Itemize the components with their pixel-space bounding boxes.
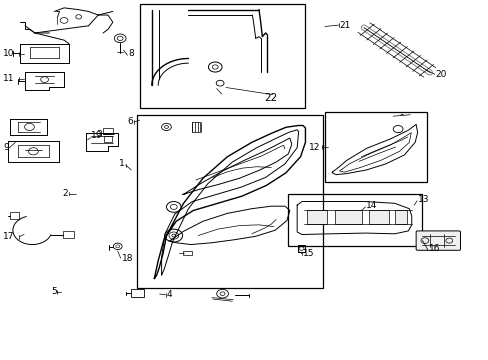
Text: 19: 19 <box>91 131 102 140</box>
Bar <box>334 211 361 224</box>
Text: 3: 3 <box>96 130 102 139</box>
Bar <box>191 122 199 132</box>
Bar <box>306 211 327 224</box>
Bar <box>394 211 406 224</box>
Text: 16: 16 <box>428 244 439 253</box>
Bar <box>368 211 388 224</box>
Text: 17: 17 <box>3 232 15 241</box>
Text: 5: 5 <box>51 287 57 296</box>
Text: 2: 2 <box>62 189 68 198</box>
Bar <box>137 116 322 288</box>
Text: 9: 9 <box>3 143 9 152</box>
Text: 1: 1 <box>119 159 125 168</box>
Text: 4: 4 <box>166 290 172 299</box>
Text: 21: 21 <box>339 21 350 30</box>
Text: 15: 15 <box>303 249 314 258</box>
Text: 10: 10 <box>3 49 15 58</box>
Bar <box>288 194 422 246</box>
FancyBboxPatch shape <box>415 231 460 250</box>
Text: 13: 13 <box>417 195 429 204</box>
Bar <box>102 128 113 134</box>
Text: 14: 14 <box>366 201 377 210</box>
Bar <box>140 4 305 108</box>
Text: 7: 7 <box>54 10 60 19</box>
Bar <box>103 136 112 142</box>
Text: 11: 11 <box>3 75 15 84</box>
Bar <box>325 112 427 182</box>
Text: 6: 6 <box>127 117 133 126</box>
Bar <box>183 251 191 255</box>
Text: 20: 20 <box>435 70 446 79</box>
Text: 12: 12 <box>308 143 320 152</box>
Text: 22: 22 <box>264 93 277 103</box>
Bar <box>10 212 19 219</box>
Bar <box>131 289 143 297</box>
Bar <box>63 231 74 238</box>
Text: 8: 8 <box>128 49 134 58</box>
Text: 18: 18 <box>122 255 133 264</box>
